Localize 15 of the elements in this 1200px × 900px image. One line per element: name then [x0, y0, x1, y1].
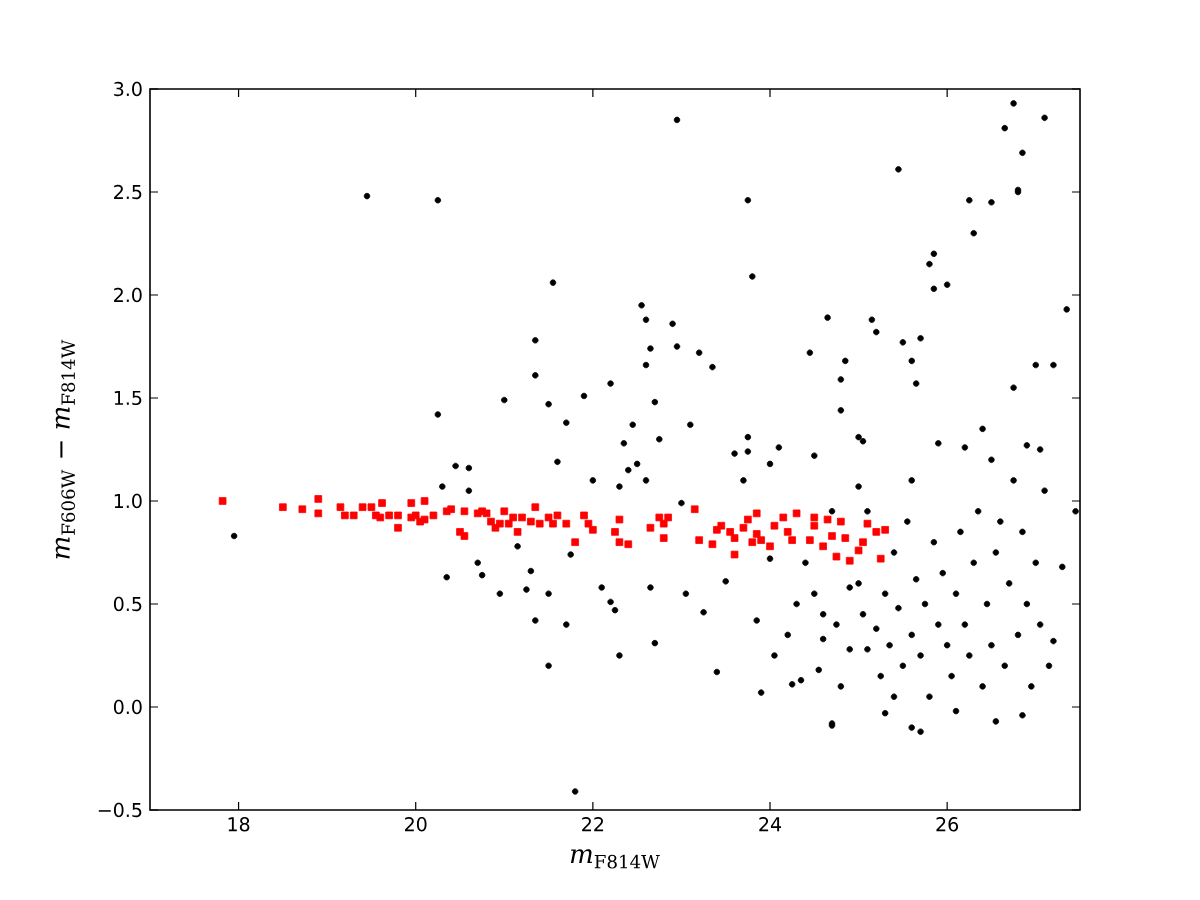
- y-tick-label: 2.0: [114, 287, 142, 303]
- x-tick-label: 24: [759, 817, 782, 832]
- x-axis-title: m$_{F814W}$: [570, 849, 660, 869]
- y-tick-label: 0.0: [113, 699, 142, 715]
- x-tick-label: 22: [582, 817, 604, 832]
- x-tick-label: 18: [228, 817, 250, 832]
- x-tick-label: 26: [936, 817, 959, 832]
- x-tick-label: 20: [405, 817, 427, 832]
- y-tick-label: 2.5: [114, 184, 142, 200]
- y-tick-label: 3.0: [114, 81, 142, 97]
- y-tick-label: 1.5: [114, 390, 142, 406]
- y-tick-label: −0.5: [98, 802, 142, 818]
- y-axis-title: m$_{F606W}$ − m$_{F814W}$: [55, 339, 76, 559]
- y-tick-label: 0.5: [113, 596, 142, 612]
- y-tick-label: 1.0: [114, 493, 142, 509]
